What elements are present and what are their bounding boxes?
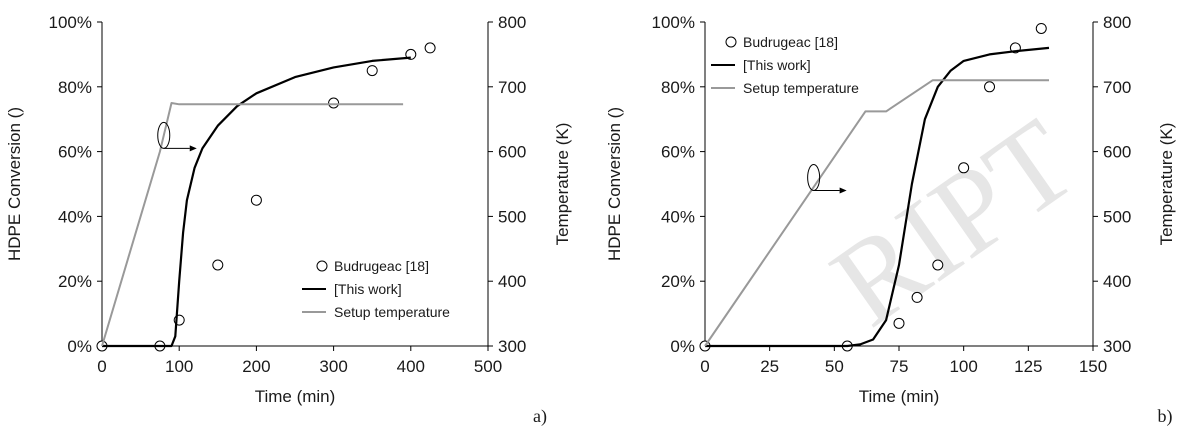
y2-tick-label: 800 bbox=[498, 13, 526, 32]
x-tick-label: 100 bbox=[165, 357, 193, 376]
data-point bbox=[328, 97, 340, 109]
x-tick-label: 25 bbox=[760, 357, 779, 376]
y-tick-label: 60% bbox=[661, 143, 695, 162]
x-tick-label: 50 bbox=[825, 357, 844, 376]
y-tick-label: 100% bbox=[652, 13, 695, 32]
x-tick-label: 500 bbox=[474, 357, 502, 376]
y-tick-label: 40% bbox=[58, 207, 92, 226]
y2-axis-label: Temperature (K) bbox=[1157, 123, 1176, 246]
annotation-arrowhead bbox=[839, 187, 847, 194]
panel-label: b) bbox=[1158, 406, 1173, 427]
legend: Budrugeac [18] [This work] Setup temperatu… bbox=[302, 258, 450, 320]
x-tick-label: 150 bbox=[1079, 357, 1107, 376]
data-point bbox=[911, 291, 923, 303]
data-point bbox=[893, 317, 905, 329]
data-point bbox=[366, 65, 378, 77]
series-line-2 bbox=[102, 56, 411, 348]
x-tick-label: 0 bbox=[97, 357, 106, 376]
panel-label: a) bbox=[533, 406, 547, 427]
x-axis-label: Time (min) bbox=[255, 387, 336, 406]
y2-tick-label: 300 bbox=[1103, 337, 1131, 356]
y-tick-label: 80% bbox=[58, 78, 92, 97]
y2-tick-label: 600 bbox=[498, 143, 526, 162]
y-tick-label: 0% bbox=[670, 337, 695, 356]
chart-panel-2: 0 25 50 75 100 125 150 0% 20% 40% 60% 80% 100% 300 400… bbox=[605, 13, 1176, 427]
x-tick-label: 125 bbox=[1014, 357, 1042, 376]
legend-entry: Setup temperature bbox=[334, 304, 450, 320]
y2-tick-label: 800 bbox=[1103, 13, 1131, 32]
data-point bbox=[984, 81, 996, 93]
data-point bbox=[958, 162, 970, 174]
x-tick-label: 400 bbox=[397, 357, 425, 376]
y2-tick-label: 500 bbox=[1103, 207, 1131, 226]
legend-entry: [This work] bbox=[334, 281, 402, 297]
y2-tick-label: 300 bbox=[498, 337, 526, 356]
data-point bbox=[212, 259, 224, 271]
x-tick-label: 75 bbox=[890, 357, 909, 376]
y-tick-label: 60% bbox=[58, 143, 92, 162]
series-line-2 bbox=[705, 46, 1050, 348]
y2-tick-label: 700 bbox=[498, 78, 526, 97]
legend-marker bbox=[316, 260, 328, 272]
data-point bbox=[1035, 22, 1047, 34]
legend-entry: [This work] bbox=[743, 57, 811, 73]
data-point bbox=[932, 259, 944, 271]
y-axis-label: HDPE Conversion () bbox=[5, 107, 24, 261]
y-tick-label: 40% bbox=[661, 207, 695, 226]
y-tick-label: 20% bbox=[661, 272, 695, 291]
y-tick-label: 100% bbox=[49, 13, 92, 32]
y-tick-label: 20% bbox=[58, 272, 92, 291]
x-axis-label: Time (min) bbox=[859, 387, 940, 406]
x-tick-label: 200 bbox=[242, 357, 270, 376]
y2-tick-label: 400 bbox=[1103, 272, 1131, 291]
y2-tick-label: 500 bbox=[498, 207, 526, 226]
y-tick-label: 80% bbox=[661, 78, 695, 97]
y-axis-label: HDPE Conversion () bbox=[605, 107, 624, 261]
series-line-3 bbox=[101, 102, 404, 347]
x-tick-label: 100 bbox=[949, 357, 977, 376]
annotation-arrowhead bbox=[189, 145, 197, 152]
legend-entry: Budrugeac [18] bbox=[743, 34, 838, 50]
legend: Budrugeac [18] [This work] Setup temperatu… bbox=[711, 34, 859, 96]
legend-marker bbox=[725, 36, 737, 48]
y2-tick-label: 400 bbox=[498, 272, 526, 291]
legend-entry: Budrugeac [18] bbox=[334, 258, 429, 274]
data-point bbox=[424, 42, 436, 54]
x-tick-label: 300 bbox=[319, 357, 347, 376]
y-tick-label: 0% bbox=[67, 337, 92, 356]
y2-tick-label: 700 bbox=[1103, 78, 1131, 97]
data-point bbox=[250, 194, 262, 206]
chart-panel-1: 0 100 200 300 400 500 0% 20% 40% 60% 80% 100% 300 400… bbox=[5, 13, 572, 427]
y2-tick-label: 600 bbox=[1103, 143, 1131, 162]
x-tick-label: 0 bbox=[700, 357, 709, 376]
y2-axis-label: Temperature (K) bbox=[553, 123, 572, 246]
legend-entry: Setup temperature bbox=[743, 80, 859, 96]
